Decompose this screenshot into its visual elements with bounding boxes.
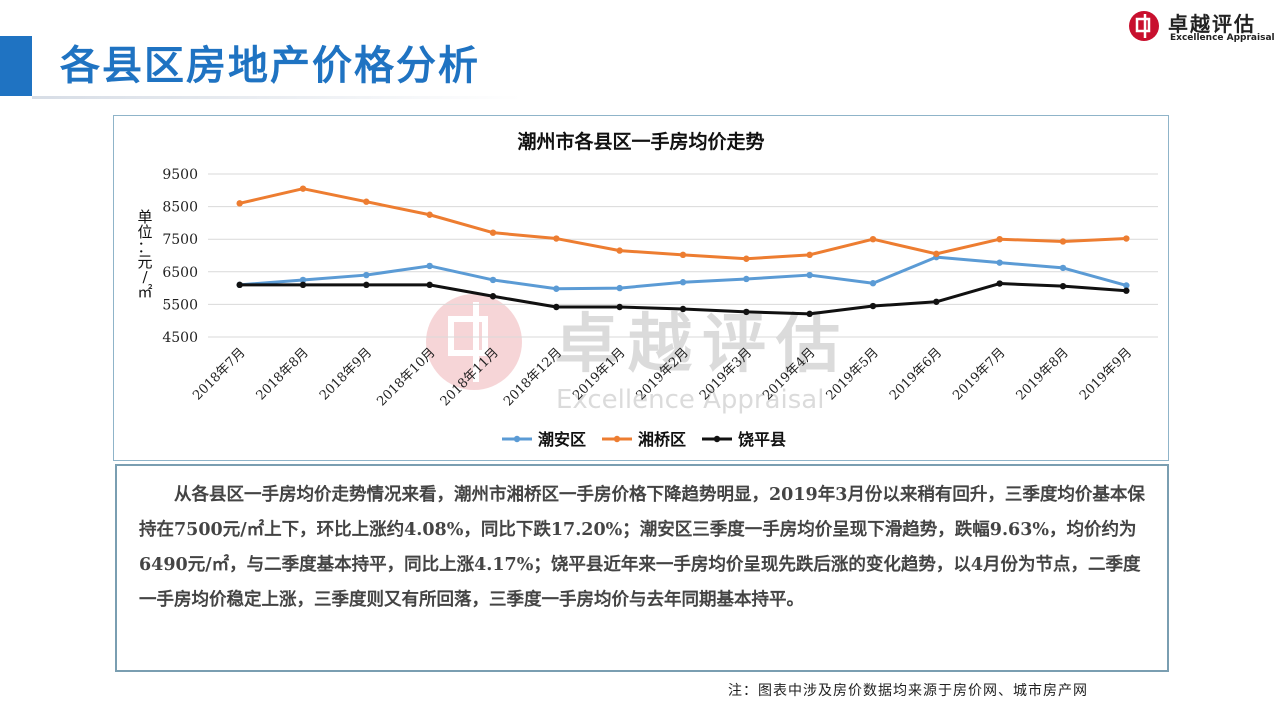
footnote: 注：图表中涉及房价数据均来源于房价网、城市房产网 bbox=[728, 683, 1088, 699]
data-point bbox=[299, 276, 307, 284]
y-tick-label: 5500 bbox=[162, 297, 198, 313]
y-tick-label: 4500 bbox=[162, 330, 198, 346]
data-point bbox=[933, 250, 940, 258]
x-tick-label: 2019年9月 bbox=[1077, 345, 1135, 403]
logo-cn-text: 卓越评估 bbox=[1168, 12, 1256, 36]
data-point bbox=[869, 302, 877, 310]
data-point bbox=[1059, 264, 1067, 272]
data-point bbox=[236, 281, 243, 289]
legend-item: 潮安区 bbox=[502, 430, 586, 449]
data-point bbox=[426, 211, 433, 218]
logo-mark-icon bbox=[1129, 11, 1159, 41]
y-tick-label: 9500 bbox=[162, 167, 198, 183]
title-underline bbox=[32, 96, 522, 99]
y-axis-label-char: ： bbox=[137, 238, 152, 256]
data-point bbox=[299, 281, 307, 289]
data-point bbox=[616, 284, 623, 292]
analysis-text: 从各县区一手房均价走势情况来看，潮州市湘桥区一手房价格下降趋势明显，2019年3… bbox=[115, 464, 1169, 672]
chart-title: 潮州市各县区一手房均价走势 bbox=[517, 130, 764, 153]
data-point bbox=[1123, 235, 1130, 242]
data-point bbox=[996, 236, 1003, 243]
y-axis-label-char: 位 bbox=[137, 223, 152, 241]
y-tick-label: 7500 bbox=[162, 232, 198, 248]
data-point bbox=[996, 259, 1003, 266]
y-axis-label-char: / bbox=[142, 268, 148, 286]
data-point bbox=[996, 280, 1003, 287]
data-point bbox=[1123, 282, 1130, 289]
data-point bbox=[426, 262, 433, 270]
chart-svg: 卓越评估 Excellence Appraisal 潮州市各县区一手房均价走势 … bbox=[137, 130, 1158, 449]
y-axis-label-char: ㎡ bbox=[137, 283, 152, 301]
data-point bbox=[679, 279, 687, 286]
y-axis-label-char: 单 bbox=[137, 208, 152, 226]
x-tick-label: 2019年7月 bbox=[950, 345, 1008, 403]
data-point bbox=[363, 271, 370, 279]
series-0 bbox=[236, 253, 1130, 292]
watermark-en-text: Excellence Appraisal bbox=[556, 385, 824, 415]
data-point bbox=[616, 247, 623, 254]
data-point bbox=[869, 280, 877, 287]
y-tick-label: 6500 bbox=[162, 265, 198, 281]
legend-marker bbox=[613, 435, 621, 443]
data-point bbox=[743, 255, 750, 262]
legend-marker bbox=[513, 435, 521, 443]
data-point bbox=[806, 271, 813, 279]
x-tick-label: 2018年9月 bbox=[317, 345, 375, 403]
watermark: 卓越评估 Excellence Appraisal bbox=[426, 294, 850, 415]
data-point bbox=[489, 293, 497, 300]
x-tick-label: 2018年8月 bbox=[254, 345, 312, 403]
legend-label: 饶平县 bbox=[738, 430, 786, 449]
data-point bbox=[1059, 238, 1067, 245]
legend-label: 潮安区 bbox=[538, 430, 586, 449]
data-point bbox=[679, 251, 687, 259]
series-1 bbox=[236, 185, 1130, 262]
data-point bbox=[553, 235, 560, 242]
data-point bbox=[489, 229, 497, 236]
data-point bbox=[1123, 287, 1130, 294]
logo-en-text: Excellence Appraisal bbox=[1170, 33, 1275, 43]
data-point bbox=[489, 276, 497, 284]
x-tick-label: 2018年7月 bbox=[190, 345, 248, 403]
y-axis-label: 单位：元/㎡ bbox=[137, 208, 152, 301]
data-point bbox=[869, 236, 877, 243]
x-tick-label: 2019年6月 bbox=[887, 345, 945, 403]
price-trend-chart: 卓越评估 Excellence Appraisal 潮州市各县区一手房均价走势 … bbox=[113, 115, 1169, 461]
title-accent-bar bbox=[0, 36, 32, 96]
data-point bbox=[679, 305, 687, 313]
data-point bbox=[553, 303, 560, 311]
data-point bbox=[363, 281, 370, 289]
series-line bbox=[239, 187, 1127, 261]
x-tick-label: 2019年8月 bbox=[1014, 345, 1072, 403]
company-logo: 卓越评估 Excellence Appraisal bbox=[1128, 6, 1278, 46]
data-point bbox=[743, 275, 750, 283]
data-point bbox=[426, 281, 433, 289]
y-tick-label: 8500 bbox=[162, 200, 198, 216]
data-point bbox=[806, 251, 813, 259]
data-point bbox=[616, 303, 623, 311]
x-tick-label: 2018年10月 bbox=[374, 345, 438, 409]
data-point bbox=[553, 285, 560, 292]
legend-item: 湘桥区 bbox=[602, 430, 686, 449]
watermark-cn-text: 卓越评估 bbox=[554, 308, 850, 382]
data-point bbox=[743, 308, 750, 316]
series-2 bbox=[236, 280, 1130, 318]
legend-label: 湘桥区 bbox=[638, 430, 686, 449]
watermark-logo-circle bbox=[426, 294, 522, 390]
page-title: 各县区房地产价格分析 bbox=[60, 43, 480, 89]
watermark-logo-square bbox=[448, 316, 488, 356]
data-point bbox=[1059, 282, 1067, 290]
data-point bbox=[933, 298, 940, 305]
data-point bbox=[236, 200, 243, 207]
data-point bbox=[299, 185, 307, 192]
y-axis-label-char: 元 bbox=[137, 253, 152, 271]
legend-item: 饶平县 bbox=[702, 430, 786, 449]
data-point bbox=[363, 198, 370, 205]
legend-marker bbox=[713, 435, 721, 443]
data-point bbox=[806, 310, 813, 318]
